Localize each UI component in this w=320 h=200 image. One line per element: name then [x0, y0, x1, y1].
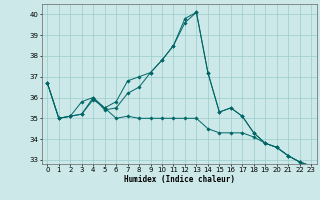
X-axis label: Humidex (Indice chaleur): Humidex (Indice chaleur)	[124, 175, 235, 184]
